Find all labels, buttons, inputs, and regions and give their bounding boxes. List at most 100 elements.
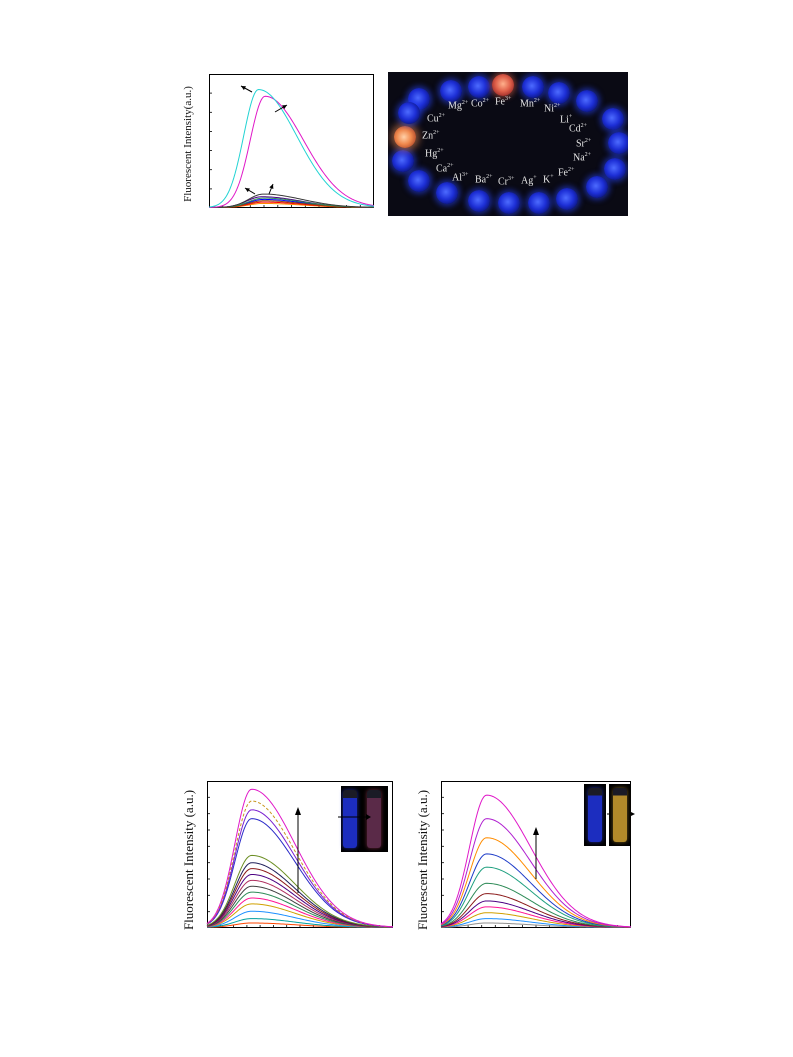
ion-charge: 2+	[584, 138, 592, 144]
ion-symbol: Hg	[425, 148, 438, 160]
ion-label-co: Co2+	[471, 98, 489, 109]
ion-symbol: Ca	[436, 163, 448, 175]
series-line	[440, 837, 632, 928]
ion-symbol: Fe	[495, 96, 505, 108]
ion-symbol: Ni	[544, 103, 554, 115]
vial-icon	[394, 126, 416, 148]
vial-before-icon	[588, 788, 602, 842]
vial-icon	[408, 170, 430, 192]
ion-label-fe2: Fe2+	[558, 167, 574, 178]
ion-symbol: Al	[452, 172, 462, 184]
ion-label-na: Na2+	[573, 152, 591, 163]
emission-chart-top-left	[208, 74, 375, 208]
ion-charge: 2+	[584, 152, 592, 158]
ion-label-hg: Hg2+	[425, 148, 444, 159]
ion-symbol: Mn	[520, 98, 534, 110]
vial-icon	[522, 76, 544, 98]
ion-charge: 2+	[568, 167, 575, 173]
ion-charge: 2+	[482, 98, 490, 104]
series-line	[208, 193, 375, 208]
series-line	[440, 853, 632, 928]
series-line	[208, 95, 375, 208]
ion-label-ag: Ag+	[521, 175, 537, 186]
ion-symbol: Ba	[475, 174, 487, 186]
ion-charge: 2+	[447, 163, 454, 169]
ion-charge: 3+	[508, 176, 515, 182]
ion-symbol: Li	[560, 114, 569, 126]
y-axis-label-top-left: Fluorescent Intensity(a.u.)	[182, 86, 194, 202]
ion-charge: 2+	[461, 100, 469, 106]
ion-label-mn: Mn2+	[520, 98, 540, 109]
ion-charge: 2+	[438, 113, 446, 119]
ion-symbol: Zn	[422, 130, 434, 142]
arrow-icon-head	[241, 86, 246, 91]
ion-label-li: Li+	[560, 114, 572, 125]
ion-charge: +	[568, 114, 573, 120]
ion-symbol: Sr	[576, 138, 585, 150]
vial-after-icon	[367, 790, 381, 848]
ion-label-al: Al3+	[452, 172, 468, 183]
y-axis-label-bottom-left: Fluorescent Intensity (a.u.)	[181, 789, 196, 931]
ion-label-ba: Ba2+	[475, 174, 493, 185]
vial-icon	[586, 176, 608, 198]
vial-before-icon	[343, 790, 357, 848]
ion-symbol: Cr	[498, 176, 508, 188]
ion-symbol: Cd	[569, 123, 581, 135]
series-line	[206, 788, 394, 928]
vial-icon	[608, 132, 628, 154]
ion-label-ni: Ni2+	[544, 103, 560, 114]
arrow-icon-head	[269, 184, 274, 189]
vial-icon	[392, 150, 414, 172]
vial-icon	[440, 80, 462, 102]
ion-charge: +	[533, 175, 537, 181]
ion-charge: 3+	[462, 172, 469, 178]
arrow-icon-head	[282, 105, 287, 110]
vials-photo: Mg2+ Co2+ Fe3+ Mn2+ Ni2+ Li+ Cu2+ Cd2+ Zn2+ Sr2+ H…	[388, 72, 628, 216]
series-line	[440, 882, 632, 928]
plot-frame	[209, 74, 374, 208]
vial-icon	[556, 188, 578, 210]
ion-label-cd: Cd2+	[569, 123, 587, 134]
arrow-up-icon-head	[295, 807, 301, 815]
ion-label-mg: Mg2+	[448, 100, 468, 111]
ion-charge: 2+	[554, 103, 561, 109]
ion-symbol: Co	[471, 98, 483, 110]
ion-label-k: K+	[543, 174, 554, 185]
vial-icon	[436, 182, 458, 204]
emission-chart-bottom-right	[440, 781, 635, 928]
vial-icon	[528, 192, 550, 214]
vial-icon	[492, 74, 514, 96]
vial-icon	[604, 158, 626, 180]
ion-charge: 2+	[580, 123, 588, 129]
ion-label-sr: Sr2+	[576, 138, 591, 149]
vial-icon	[602, 108, 624, 130]
vial-icon	[576, 90, 598, 112]
ion-charge: 2+	[486, 174, 493, 180]
vial-after-icon	[613, 788, 627, 842]
vial-icon	[468, 76, 490, 98]
ion-symbol: Cu	[427, 113, 439, 125]
vial-icon	[468, 190, 490, 212]
ion-charge: 2+	[533, 98, 541, 104]
vial-icon	[398, 102, 420, 124]
ion-label-cr: Cr3+	[498, 176, 514, 187]
ion-label-fe3: Fe3+	[495, 96, 511, 107]
series-line	[208, 89, 375, 208]
ion-symbol: K	[543, 174, 551, 186]
arrow-up-icon-head	[533, 827, 539, 835]
series-line	[206, 854, 394, 928]
ion-symbol: Ag	[521, 175, 534, 187]
ion-label-ca: Ca2+	[436, 163, 454, 174]
emission-chart-bottom-left	[206, 781, 394, 928]
vial-icon	[548, 82, 570, 104]
ion-charge: 3+	[505, 96, 512, 102]
ion-label-cu: Cu2+	[427, 113, 445, 124]
ion-symbol: Mg	[448, 100, 462, 112]
arrow-right-icon	[338, 814, 371, 820]
ion-charge: 2+	[437, 148, 444, 154]
ion-symbol: Na	[573, 152, 585, 164]
ion-charge: 2+	[433, 130, 440, 136]
ion-symbol: Fe	[558, 167, 568, 179]
arrow-icon-head	[245, 188, 250, 193]
ion-label-zn: Zn2+	[422, 130, 440, 141]
